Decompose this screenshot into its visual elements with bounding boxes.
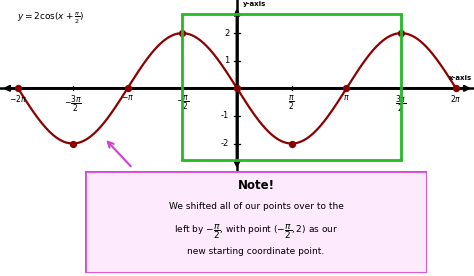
Text: $-2\pi$: $-2\pi$ [9, 93, 27, 104]
Point [343, 86, 350, 91]
Text: $-\dfrac{3\pi}{2}$: $-\dfrac{3\pi}{2}$ [64, 93, 82, 114]
Point [397, 31, 405, 35]
Text: $-\dfrac{\pi}{2}$: $-\dfrac{\pi}{2}$ [176, 93, 189, 112]
FancyBboxPatch shape [85, 171, 427, 273]
Point [124, 86, 131, 91]
Text: new starting coordinate point.: new starting coordinate point. [187, 247, 325, 256]
Text: 2: 2 [224, 29, 229, 38]
Text: left by $-\dfrac{\pi}{2}$, with point $(-\dfrac{\pi}{2}, 2)$ as our: left by $-\dfrac{\pi}{2}$, with point $(… [174, 222, 338, 241]
Text: $2\pi$: $2\pi$ [450, 93, 462, 104]
Text: $-\pi$: $-\pi$ [121, 93, 134, 102]
Text: $\dfrac{3\pi}{2}$: $\dfrac{3\pi}{2}$ [395, 93, 407, 114]
Point [179, 31, 186, 35]
Text: y-axis: y-axis [243, 1, 267, 7]
Point [233, 86, 241, 91]
Text: -1: -1 [221, 112, 229, 120]
Point [14, 86, 22, 91]
Text: $\dfrac{\pi}{2}$: $\dfrac{\pi}{2}$ [288, 93, 295, 112]
Text: 1: 1 [224, 56, 229, 65]
Point [452, 86, 460, 91]
Text: $\pi$: $\pi$ [343, 93, 350, 102]
Point [288, 141, 295, 146]
Text: We shifted all of our points over to the: We shifted all of our points over to the [169, 202, 343, 211]
Text: Note!: Note! [237, 179, 274, 192]
Text: -2: -2 [221, 139, 229, 148]
Text: $y = 2\cos(x+\frac{\pi}{2})$: $y = 2\cos(x+\frac{\pi}{2})$ [18, 11, 85, 26]
Point [69, 141, 77, 146]
Bar [182, 14, 401, 160]
Text: x-axis: x-axis [449, 75, 472, 81]
